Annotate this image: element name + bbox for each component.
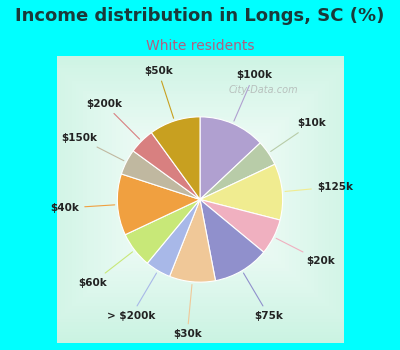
Wedge shape: [121, 151, 200, 199]
Wedge shape: [147, 199, 200, 276]
Text: $10k: $10k: [271, 118, 326, 152]
Wedge shape: [200, 199, 264, 281]
Text: $125k: $125k: [285, 182, 353, 192]
Text: $30k: $30k: [173, 285, 202, 339]
Text: City-Data.com: City-Data.com: [228, 85, 298, 96]
Text: $50k: $50k: [144, 66, 174, 118]
Wedge shape: [133, 133, 200, 200]
Text: > $200k: > $200k: [107, 273, 156, 321]
Wedge shape: [200, 143, 275, 199]
Wedge shape: [117, 174, 200, 235]
Wedge shape: [200, 117, 260, 200]
Wedge shape: [152, 117, 200, 200]
Text: Income distribution in Longs, SC (%): Income distribution in Longs, SC (%): [15, 7, 385, 25]
Wedge shape: [200, 199, 280, 252]
Text: $150k: $150k: [61, 133, 124, 161]
Text: $20k: $20k: [276, 238, 335, 266]
Text: $100k: $100k: [234, 70, 272, 121]
Text: $75k: $75k: [244, 273, 283, 321]
Wedge shape: [125, 199, 200, 263]
Wedge shape: [170, 199, 216, 282]
Wedge shape: [200, 164, 283, 220]
Text: $200k: $200k: [86, 99, 140, 139]
Text: White residents: White residents: [146, 39, 254, 53]
Text: $60k: $60k: [78, 252, 132, 288]
Text: $40k: $40k: [50, 203, 115, 213]
